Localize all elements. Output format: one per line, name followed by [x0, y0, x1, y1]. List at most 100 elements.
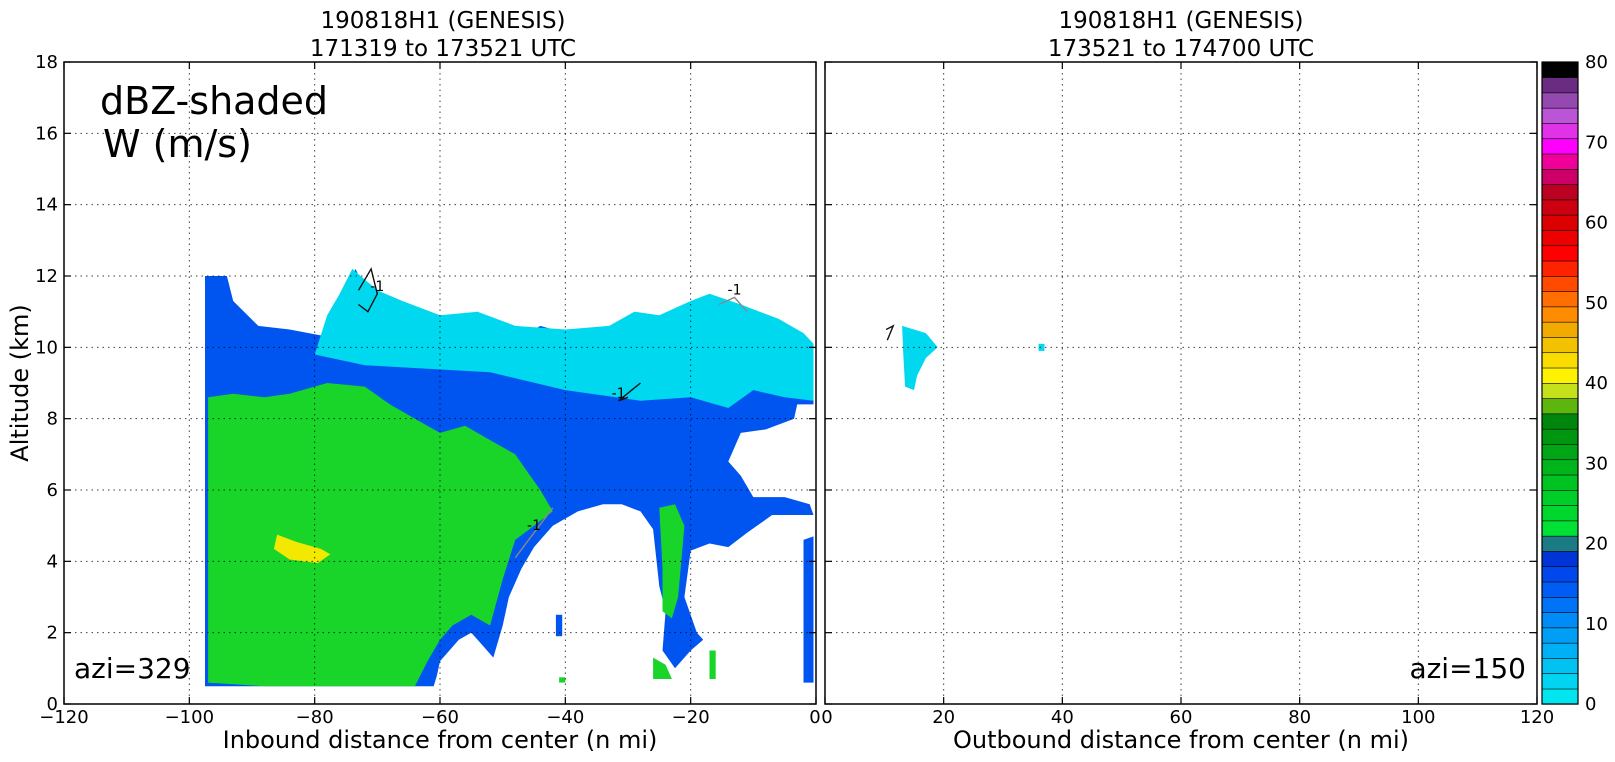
colorbar-band-10 — [1541, 535, 1579, 552]
colorbar-label-3: 30 — [1585, 453, 1608, 474]
left-w-contour-2 — [618, 382, 641, 402]
colorbar-band-7 — [1541, 581, 1579, 598]
left-ytick-label-3: 6 — [47, 480, 58, 501]
colorbar-band-22 — [1541, 352, 1579, 369]
left-ytick-label-0: 0 — [47, 694, 58, 715]
colorbar-band-38 — [1541, 107, 1579, 124]
right-xtick-label-4: 80 — [1288, 707, 1311, 728]
colorbar-band-14 — [1541, 474, 1579, 491]
colorbar-label-8: 80 — [1585, 52, 1608, 73]
colorbar-band-30 — [1541, 229, 1579, 247]
left-ytick-label-8: 16 — [35, 123, 58, 144]
left-ytick-label-4: 8 — [47, 409, 58, 430]
right-echo-region-1 — [1038, 343, 1045, 351]
colorbar-band-23 — [1541, 336, 1579, 354]
left-echo-shading — [205, 268, 814, 687]
left-w-contour-label-2: -1 — [612, 386, 626, 402]
colorbar-band-0 — [1541, 688, 1579, 705]
left-echo-region-1 — [555, 614, 563, 637]
colorbar-band-33 — [1541, 183, 1579, 201]
left-w-contour-3 — [514, 507, 554, 559]
left-echo-region-9 — [559, 677, 566, 683]
colorbar-band-6 — [1541, 596, 1579, 613]
colorbar-band-32 — [1541, 199, 1579, 216]
right-xtick-label-5: 100 — [1401, 707, 1435, 728]
left-ytick-label-1: 2 — [47, 623, 58, 644]
colorbar-band-24 — [1541, 321, 1579, 338]
right-xtick-label-6: 120 — [1520, 707, 1554, 728]
colorbar-band-29 — [1541, 245, 1579, 262]
left-echo-region-7 — [653, 657, 672, 679]
right-xtick-label-1: 20 — [932, 707, 955, 728]
left-xtick-label-1: −100 — [165, 707, 214, 728]
left-xtick-label-0: −120 — [39, 707, 88, 728]
colorbar-band-21 — [1541, 367, 1579, 384]
left-w-contour-label-3: -1 — [527, 518, 541, 534]
right-title-line1: 190818H1 (GENESIS) — [1058, 8, 1303, 34]
left-ytick-label-5: 10 — [35, 337, 58, 358]
colorbar-label-4: 40 — [1585, 373, 1608, 394]
right-w-contours — [885, 324, 895, 341]
colorbar-band-1 — [1541, 673, 1579, 690]
left-w-contour-label-0: -1 — [370, 279, 384, 295]
colorbar-label-5: 50 — [1585, 293, 1608, 314]
colorbar-band-35 — [1541, 153, 1579, 170]
left-echo-region-2 — [803, 536, 814, 683]
right-xtick-label-0: 0 — [821, 707, 832, 728]
left-panel: 190818H1 (GENESIS) 171319 to 173521 UTC … — [6, 8, 821, 754]
left-ticks: −120 −100 −80 −60 −40 −20 0 0 2 4 6 8 10 12 14 16 18 — [35, 52, 821, 728]
right-azimuth-label: azi=150 — [1409, 652, 1526, 685]
left-echo-region-8 — [709, 650, 716, 679]
colorbar-band-19 — [1541, 397, 1579, 415]
colorbar-label-7: 70 — [1585, 132, 1608, 153]
colorbar-band-8 — [1541, 566, 1579, 583]
left-xtick-label-2: −80 — [296, 707, 334, 728]
colorbar-band-37 — [1541, 122, 1579, 140]
colorbar-band-18 — [1541, 413, 1579, 430]
colorbar-bands — [1541, 61, 1579, 705]
right-xtick-label-3: 60 — [1170, 707, 1193, 728]
right-panel: 190818H1 (GENESIS) 173521 to 174700 UTC … — [821, 8, 1554, 754]
colorbar-label-6: 60 — [1585, 213, 1608, 234]
right-grid — [825, 62, 1537, 704]
colorbar: 0 10 20 30 40 50 60 70 80 — [1541, 52, 1608, 715]
left-echo-region-6 — [659, 504, 685, 619]
left-w-contour-1 — [718, 296, 748, 313]
colorbar-band-15 — [1541, 459, 1579, 476]
left-title-line2: 171319 to 173521 UTC — [310, 36, 576, 62]
colorbar-band-34 — [1541, 168, 1579, 185]
left-annotation-dbz: dBZ-shaded — [100, 79, 328, 123]
colorbar-band-16 — [1541, 443, 1579, 461]
left-xtick-label-5: −20 — [672, 707, 710, 728]
colorbar-band-9 — [1541, 550, 1579, 568]
colorbar-band-39 — [1541, 92, 1579, 109]
right-xtick-label-2: 40 — [1051, 707, 1074, 728]
colorbar-band-2 — [1541, 657, 1579, 675]
colorbar-band-40 — [1541, 76, 1579, 94]
left-ytick-label-9: 18 — [35, 52, 58, 73]
colorbar-band-41 — [1541, 61, 1579, 78]
left-echo-region-4 — [621, 322, 672, 401]
colorbar-label-1: 10 — [1585, 614, 1608, 635]
colorbar-band-5 — [1541, 611, 1579, 629]
colorbar-band-36 — [1541, 138, 1579, 155]
colorbar-band-4 — [1541, 627, 1579, 644]
right-title-line2: 173521 to 174700 UTC — [1048, 36, 1314, 62]
left-xtick-label-4: −40 — [546, 707, 584, 728]
colorbar-band-3 — [1541, 642, 1579, 659]
left-annotation-w: W (m/s) — [103, 122, 252, 166]
left-title-line1: 190818H1 (GENESIS) — [320, 8, 565, 34]
left-ytick-label-2: 4 — [47, 551, 58, 572]
left-echo-region-5 — [208, 383, 553, 687]
colorbar-label-0: 0 — [1585, 694, 1596, 715]
right-echo-shading — [902, 325, 1045, 391]
colorbar-band-31 — [1541, 214, 1579, 231]
colorbar-band-28 — [1541, 260, 1579, 277]
right-echo-region-0 — [902, 325, 938, 391]
colorbar-band-26 — [1541, 290, 1579, 308]
left-xtick-label-3: −60 — [421, 707, 459, 728]
colorbar-band-20 — [1541, 382, 1579, 399]
y-axis-label: Altitude (km) — [6, 304, 34, 461]
colorbar-band-25 — [1541, 306, 1579, 323]
